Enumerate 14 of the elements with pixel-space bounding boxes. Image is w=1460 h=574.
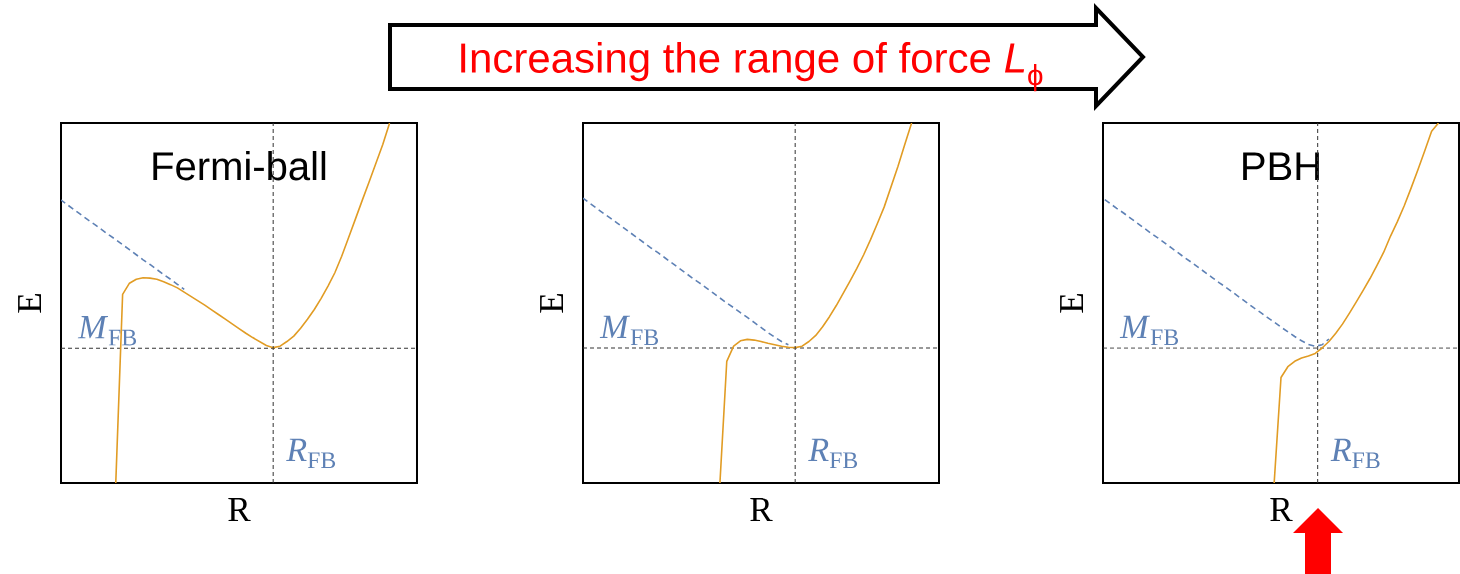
ref-line-label: M$_{FB}$ xyxy=(599,315,659,346)
annotation: R$_{FB}$ xyxy=(808,438,858,469)
y-axis-title: E xyxy=(1060,294,1084,313)
y-axis-title: E xyxy=(18,294,41,313)
annotation: Fermi-ball xyxy=(153,151,326,181)
x-axis-title: R xyxy=(1270,498,1293,521)
ref-line-label: M$_{FB}$ xyxy=(1119,315,1179,346)
annotation: PBH xyxy=(1243,152,1319,180)
x-axis-title: R xyxy=(228,498,251,521)
x-axis-title: R xyxy=(750,498,773,521)
annotation: R$_{FB}$ xyxy=(286,438,336,469)
annotation: R$_{FB}$ xyxy=(1330,438,1380,469)
y-axis-title: E xyxy=(540,294,564,313)
chart-title: Increasing the range of force L$_{ϕ}$ xyxy=(461,42,1043,92)
